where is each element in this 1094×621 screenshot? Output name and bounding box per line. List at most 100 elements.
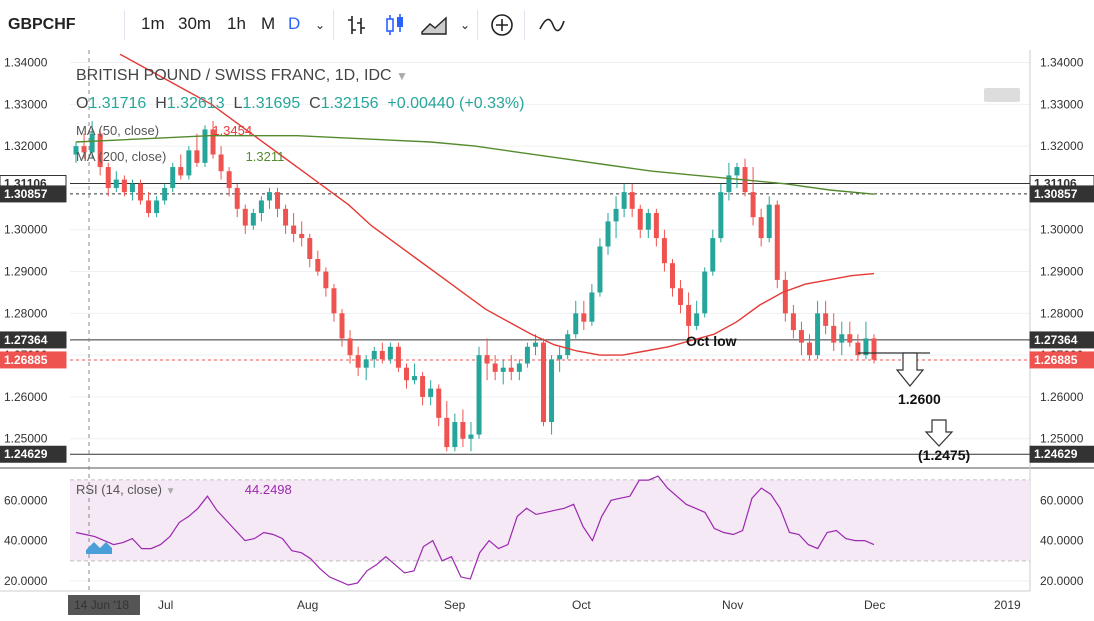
candles-group [73, 121, 877, 452]
candle-body [484, 355, 490, 364]
candle-body [516, 363, 522, 372]
candle-body [629, 192, 635, 209]
chart-title: BRITISH POUND / SWISS FRANC, 1D, IDC [76, 67, 392, 84]
candle-body [557, 355, 563, 360]
candle-body [669, 263, 675, 289]
ma200-legend[interactable]: MA (200, close) 1.3211 [76, 149, 284, 164]
candle-body [89, 133, 95, 153]
chevron-down-icon[interactable]: ▼ [396, 69, 408, 83]
symbol-label[interactable]: GBPCHF [8, 16, 76, 33]
open-value: 1.31716 [88, 95, 147, 112]
candle-body [436, 388, 442, 418]
candle-body [549, 359, 555, 423]
price-tag [0, 331, 67, 349]
annotations: Oct low 1.2600 (1.2475) [686, 333, 970, 463]
ma200-value: 1.3211 [245, 149, 285, 164]
price-tag [1029, 185, 1094, 203]
y-tick-label: 1.33000 [1040, 97, 1084, 111]
candle-body [613, 208, 619, 222]
x-tick-label: Oct [572, 598, 591, 612]
candle-body [597, 246, 603, 293]
candle-body [798, 330, 804, 343]
candle-body [202, 129, 208, 163]
collapse-icon[interactable] [984, 88, 1020, 102]
chevron-down-icon[interactable]: ▼ [165, 486, 176, 497]
timeframe-30m[interactable]: 30m [178, 14, 212, 33]
indicators-icon[interactable] [538, 15, 566, 35]
area-icon[interactable] [420, 14, 450, 36]
price-tag-label: 1.24629 [4, 447, 48, 461]
y-tick-label: 1.34000 [1040, 56, 1084, 70]
candle-body [170, 167, 176, 188]
ma50-legend[interactable]: MA (50, close) 1.3454 [76, 123, 252, 138]
price-tag-label: 1.30857 [1034, 187, 1078, 201]
candle-body [186, 150, 192, 176]
candle-body [210, 129, 216, 155]
y-tick-label: 1.28000 [1040, 306, 1084, 320]
y-tick-label: 1.32000 [1040, 139, 1084, 153]
rsi-tick-label: 20.0000 [1040, 574, 1084, 588]
candle-body [782, 279, 788, 314]
tradingview-logo-icon[interactable] [84, 536, 114, 556]
x-tick-label: Nov [722, 598, 743, 612]
candle-body [73, 146, 79, 155]
target1-label: 1.2600 [898, 391, 941, 407]
toolbar-divider [124, 10, 125, 40]
candle-body [492, 363, 498, 372]
high-value: 1.32613 [166, 95, 225, 112]
timeframe-1h[interactable]: 1h [227, 14, 246, 33]
candle-body [637, 208, 643, 230]
candles-icon[interactable] [384, 13, 406, 37]
candle-body [645, 213, 651, 230]
candle-body [758, 217, 764, 239]
rsi-legend[interactable]: RSI (14, close) ▼ 44.2498 [76, 482, 292, 497]
y-tick-label: 1.25000 [4, 432, 48, 446]
candle-body [766, 204, 772, 239]
y-tick-label: 1.25000 [1040, 432, 1084, 446]
timeframe-month[interactable]: M [261, 14, 276, 33]
y-tick-label: 1.29000 [1040, 265, 1084, 279]
candle-body [734, 167, 740, 176]
compare-plus-icon[interactable] [490, 13, 514, 37]
candle-body [194, 150, 200, 163]
price-tag-label: 1.30857 [4, 187, 48, 201]
candle-body [250, 213, 256, 226]
rsi-tick-label: 60.0000 [1040, 493, 1084, 507]
open-label: O [76, 95, 89, 112]
chevron-down-icon[interactable]: ⌄ [460, 18, 471, 32]
candle-body [129, 183, 135, 193]
candle-body [113, 179, 119, 188]
timeframe-1m[interactable]: 1m [141, 14, 165, 33]
candle-body [855, 342, 861, 356]
timeframe-day[interactable]: D [288, 14, 301, 33]
oct-low-label: Oct low [686, 333, 737, 349]
ma200-line [75, 134, 875, 195]
candle-body [718, 192, 724, 239]
candle-body [468, 434, 474, 439]
rsi-tick-label: 60.0000 [4, 493, 48, 507]
candle-body [412, 376, 418, 381]
candle-body [653, 213, 659, 239]
candle-body [395, 346, 401, 368]
price-tag-label: 1.24629 [1034, 447, 1078, 461]
candle-body [146, 200, 152, 214]
low-value: 1.31695 [242, 95, 301, 112]
candle-body [871, 338, 877, 360]
bars-icon[interactable] [346, 14, 368, 36]
y-tick-label: 1.32000 [4, 139, 48, 153]
candle-body [508, 367, 514, 372]
toolbar-divider [333, 10, 334, 40]
candle-body [661, 238, 667, 264]
candle-body [387, 346, 393, 360]
candle-body [532, 342, 538, 347]
price-chart[interactable]: 1.340001.330001.320001.310001.300001.290… [0, 50, 1094, 621]
candle-body [428, 388, 434, 397]
price-tag-label: 1.26885 [1034, 353, 1078, 367]
x-tick-label: 2019 [994, 598, 1021, 612]
time-axis: 14 Jun '18 Jul Aug Sep Oct Nov Dec 2019 [68, 595, 1021, 615]
price-tag [1029, 331, 1094, 349]
rsi-tick-label: 40.0000 [1040, 534, 1084, 548]
chevron-down-icon[interactable]: ⌄ [315, 18, 326, 32]
candle-body [242, 208, 248, 226]
